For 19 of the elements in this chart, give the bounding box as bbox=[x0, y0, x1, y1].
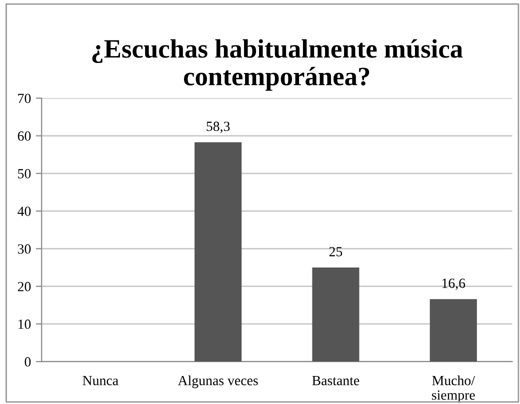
y-tick-label: 10 bbox=[18, 320, 31, 329]
y-tick-label: 30 bbox=[18, 244, 31, 254]
bar bbox=[312, 268, 360, 362]
chart-title: ¿Escuchas habitualmente música contemporánea? bbox=[92, 39, 463, 91]
y-tick-label: 60 bbox=[18, 131, 31, 141]
y-tick-label: 40 bbox=[18, 206, 31, 216]
x-tick-label: Algunas veces bbox=[178, 375, 258, 388]
bar bbox=[194, 142, 242, 362]
x-tick-label: Nunca bbox=[82, 376, 118, 386]
bar bbox=[430, 299, 477, 362]
y-tick-label: 20 bbox=[18, 282, 31, 292]
x-tick-label: Mucho/ siempre bbox=[432, 375, 475, 403]
y-tick-label: 0 bbox=[24, 357, 31, 367]
y-tick-label: 70 bbox=[18, 94, 31, 104]
data-label: 16,6 bbox=[442, 278, 466, 290]
y-tick-label: 50 bbox=[18, 169, 31, 178]
data-label: 58,3 bbox=[206, 122, 230, 134]
x-tick-label: Bastante bbox=[312, 376, 360, 386]
data-label: 25 bbox=[329, 247, 342, 256]
